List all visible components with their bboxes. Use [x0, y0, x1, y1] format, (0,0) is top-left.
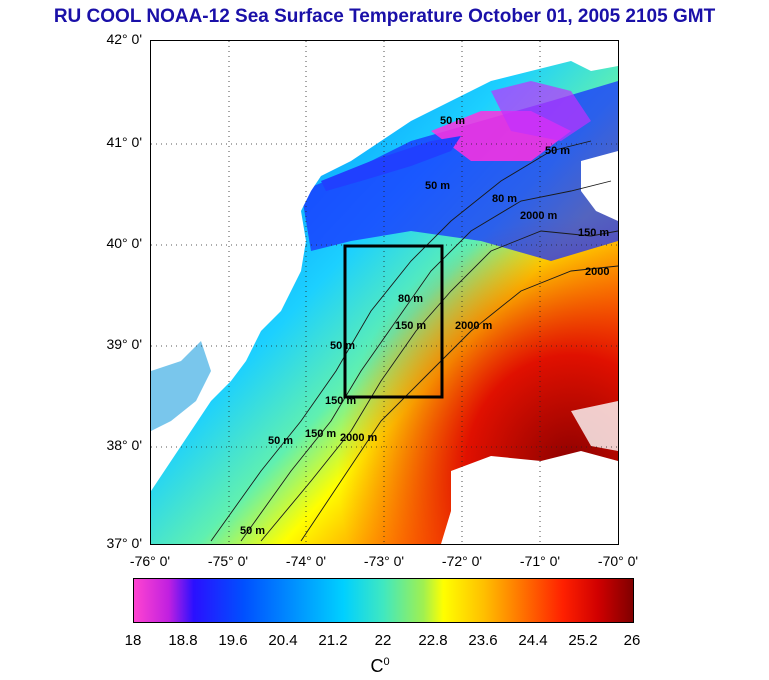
temperature-colorbar: [133, 578, 634, 623]
lon-tick-72: -72° 0': [441, 553, 483, 569]
lat-tick-42: 42° 0': [106, 31, 142, 47]
lon-tick-75: -75° 0': [207, 553, 249, 569]
study-area-box: [343, 244, 444, 399]
colorbar-tick: 20.4: [268, 632, 298, 649]
lon-tick-74: -74° 0': [285, 553, 327, 569]
lon-tick-70: -70° 0': [597, 553, 639, 569]
colorbar-tick: 24.4: [518, 632, 548, 649]
colorbar-tick: 21.2: [318, 632, 348, 649]
sst-map-image: [151, 41, 618, 544]
colorbar-tick: 18: [124, 632, 142, 649]
map-title: RU COOL NOAA-12 Sea Surface Temperature …: [53, 6, 716, 27]
colorbar-tick: 26: [623, 632, 641, 649]
lat-tick-39: 39° 0': [106, 336, 142, 352]
colorbar-unit: C0: [360, 656, 400, 677]
lat-tick-41: 41° 0': [106, 134, 142, 150]
lat-tick-37: 37° 0': [106, 535, 142, 551]
lon-tick-71: -71° 0': [519, 553, 561, 569]
sst-map: [150, 40, 619, 545]
lon-tick-73: -73° 0': [363, 553, 405, 569]
colorbar-tick: 22: [374, 632, 392, 649]
colorbar-unit-superscript: 0: [383, 656, 390, 668]
colorbar-tick: 25.2: [568, 632, 598, 649]
lat-tick-38: 38° 0': [106, 437, 142, 453]
lat-tick-40: 40° 0': [106, 235, 142, 251]
colorbar-tick: 18.8: [168, 632, 198, 649]
colorbar-tick: 22.8: [418, 632, 448, 649]
colorbar-tick: 23.6: [468, 632, 498, 649]
colorbar-tick: 19.6: [218, 632, 248, 649]
colorbar-unit-label: C: [370, 656, 384, 676]
lon-tick-76: -76° 0': [129, 553, 171, 569]
